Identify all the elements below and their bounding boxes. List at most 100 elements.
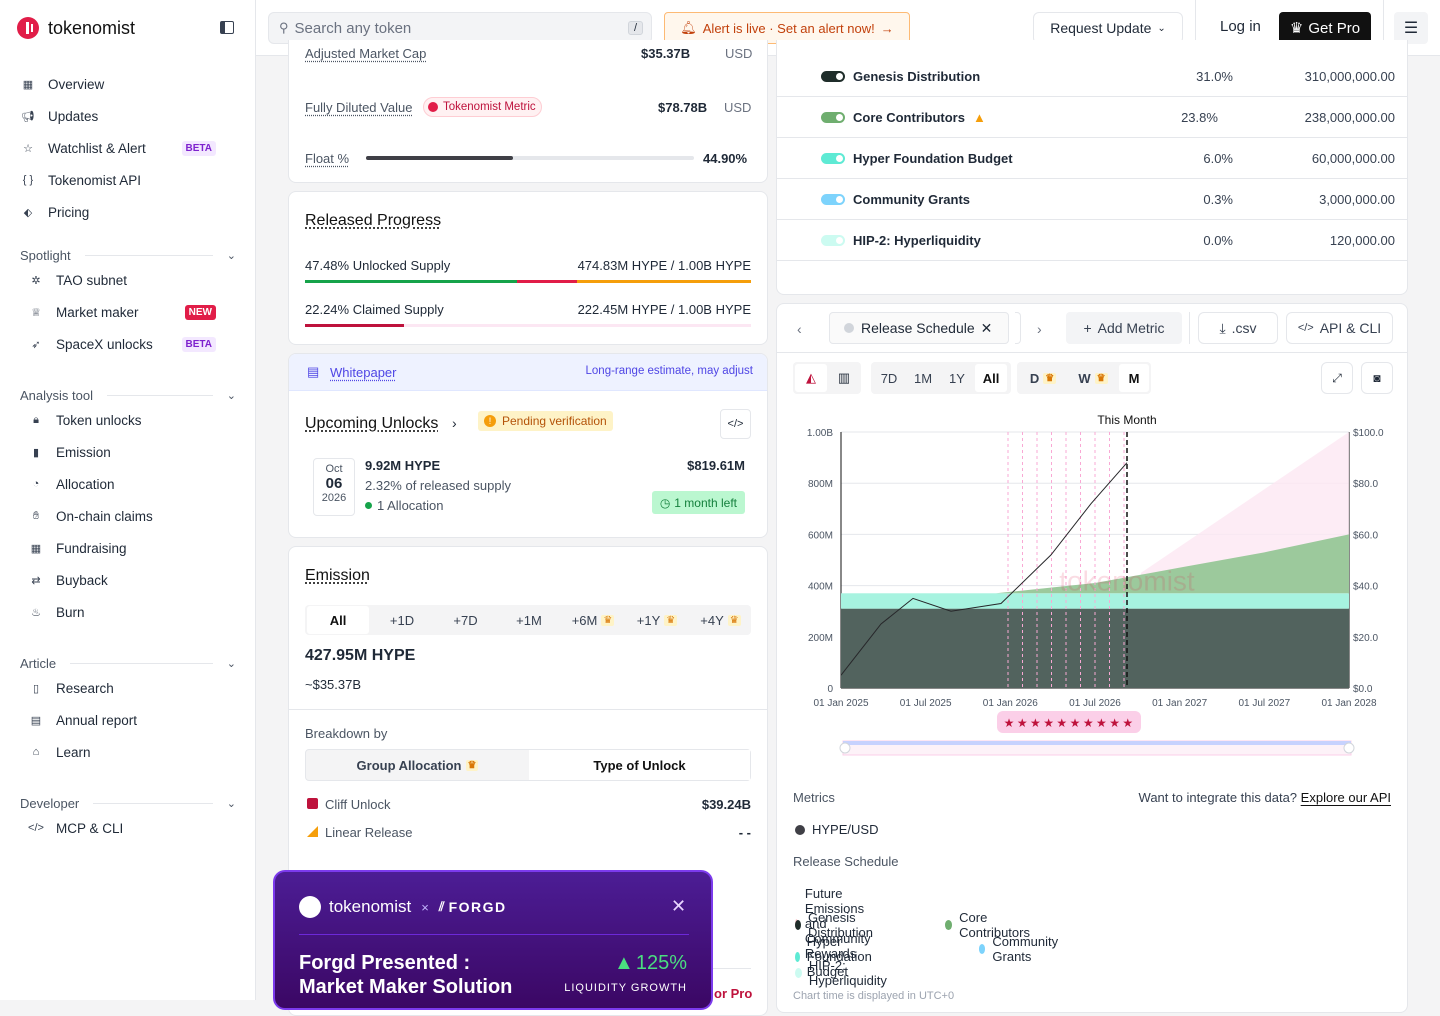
sidebar-item-watchlist-alert[interactable]: ☆ Watchlist & Alert BETA — [20, 135, 236, 161]
emission-tab-plus-1y[interactable]: +1Y ♛ — [626, 606, 688, 634]
sidebar-item-emission[interactable]: ▮ Emission — [28, 439, 236, 465]
sidebar-item-buyback[interactable]: ⇄ Buyback — [28, 567, 236, 593]
star-icon[interactable]: ★ — [1070, 716, 1081, 730]
granularity-tab-m[interactable]: M — [1119, 364, 1149, 392]
toggle-icon[interactable] — [821, 111, 845, 123]
unlock-events-strip[interactable] — [997, 711, 1141, 733]
slider-handle-left[interactable] — [839, 742, 851, 754]
star-icon[interactable]: ★ — [1122, 716, 1133, 730]
sidebar-item-research[interactable]: ▯ Research — [28, 675, 236, 701]
bar-chart-icon[interactable]: ▥ — [837, 370, 851, 385]
emission-tab-plus-7d[interactable]: +7D — [435, 606, 496, 634]
granularity-tab-d[interactable]: D ♛ — [1019, 364, 1067, 392]
toggle-icon[interactable] — [821, 152, 845, 164]
embed-code-icon[interactable]: </> — [720, 409, 751, 439]
search-input[interactable]: ⚲ Search any token / — [268, 12, 652, 44]
chevron-down-icon[interactable]: ⌄ — [226, 658, 236, 670]
range-tab-1m[interactable]: 1M — [907, 364, 939, 392]
area-chart-icon[interactable]: ◭ — [795, 364, 827, 392]
tab-group-allocation[interactable]: Group Allocation ♛ — [306, 750, 529, 780]
sidebar-item-on-chain-claims[interactable]: ✋︎ On-chain claims — [28, 503, 236, 529]
sidebar-item-learn[interactable]: ⌂ Learn — [28, 739, 236, 765]
sidebar-section-spotlight[interactable]: Spotlight ⌄ — [20, 248, 236, 263]
toggle-icon[interactable] — [821, 193, 845, 205]
allocation-row[interactable]: Community Grants 0.3% 3,000,000.00 — [777, 179, 1407, 220]
brand-logo[interactable]: tokenomist — [16, 16, 135, 40]
chevron-down-icon[interactable]: ⌄ — [226, 798, 236, 810]
release-schedule-chip[interactable]: Release Schedule ✕ — [829, 312, 1009, 344]
menu-icon[interactable]: ☰ — [1394, 12, 1428, 44]
login-link[interactable]: Log in — [1220, 18, 1261, 35]
chevron-left-icon[interactable]: ‹ — [797, 321, 802, 337]
chevron-down-icon[interactable]: ⌄ — [226, 390, 236, 402]
chevron-right-icon[interactable]: › — [452, 415, 457, 431]
star-icon[interactable]: ★ — [1109, 716, 1120, 730]
star-icon[interactable]: ★ — [1043, 716, 1054, 730]
add-metric-button[interactable]: + Add Metric — [1066, 312, 1182, 344]
sidebar-item-market-maker[interactable]: ♕ Market maker NEW — [28, 299, 236, 325]
allocation-row[interactable]: Core Contributors ▲ 23.8% 238,000,000.00 — [777, 97, 1407, 138]
sidebar-item-allocation[interactable]: ◔ Allocation — [28, 471, 236, 497]
allocation-row[interactable]: HIP-2: Hyperliquidity 0.0% 120,000.00 — [777, 220, 1407, 261]
legend-item[interactable]: Genesis Distribution — [795, 910, 877, 940]
explore-api-link[interactable]: Explore our API — [1300, 790, 1391, 805]
get-pro-button[interactable]: ♛ Get Pro — [1279, 12, 1371, 44]
warning-icon[interactable]: ▲ — [972, 109, 986, 125]
star-icon[interactable]: ★ — [1096, 716, 1107, 730]
star-icon[interactable]: ★ — [1056, 716, 1067, 730]
emission-tab-plus-6m[interactable]: +6M ♛ — [562, 606, 624, 634]
chevron-down-icon[interactable]: ⌄ — [226, 250, 236, 262]
granularity-tab-w[interactable]: W ♛ — [1069, 364, 1117, 392]
sidebar-item-overview[interactable]: ▦ Overview — [20, 71, 236, 97]
sidebar-item-mcp-cli[interactable]: </> MCP & CLI — [28, 815, 236, 841]
sidebar-item-tao-subnet[interactable]: ✲ TAO subnet — [28, 267, 236, 293]
sidebar-item-pricing[interactable]: ⬖ Pricing — [20, 199, 236, 225]
close-icon[interactable]: ✕ — [671, 896, 687, 916]
sidebar-item-fundraising[interactable]: ▦ Fundraising — [28, 535, 236, 561]
emission-tab-plus-1d[interactable]: +1D — [371, 606, 433, 634]
star-icon[interactable]: ★ — [1004, 716, 1015, 730]
emission-tab-plus-4y[interactable]: +4Y ♛ — [690, 606, 751, 634]
sidebar-item-tokenomist-api[interactable]: { } Tokenomist API — [20, 167, 236, 193]
sidebar-item-updates[interactable]: 📢︎ Updates — [20, 103, 236, 129]
sidebar-section-analysis[interactable]: Analysis tool ⌄ — [20, 388, 236, 403]
emission-tab-plus-1m[interactable]: +1M — [498, 606, 560, 634]
camera-icon[interactable]: ◙ — [1361, 362, 1393, 394]
legend-item[interactable]: HIP-2: Hyperliquidity — [795, 958, 890, 988]
star-icon[interactable]: ★ — [1017, 716, 1028, 730]
tab-type-of-unlock[interactable]: Type of Unlock — [529, 750, 750, 780]
range-tab-7d[interactable]: 7D — [873, 364, 905, 392]
emission-tab-all[interactable]: All — [307, 606, 369, 634]
legend-item[interactable]: Core Contributors — [945, 910, 1033, 940]
chevron-right-icon[interactable]: › — [1037, 321, 1042, 337]
range-tab-all[interactable]: All — [975, 364, 1007, 392]
allocation-row[interactable]: Hyper Foundation Budget 6.0% 60,000,000.00 — [777, 138, 1407, 179]
sidebar-item-annual-report[interactable]: ▤ Annual report — [28, 707, 236, 733]
star-icon[interactable]: ★ — [1030, 716, 1041, 730]
toggle-icon[interactable] — [821, 70, 845, 82]
fullscreen-icon[interactable]: ⤢ — [1321, 362, 1353, 394]
api-cli-button[interactable]: </> API & CLI — [1286, 312, 1393, 344]
sidebar-section-article[interactable]: Article ⌄ — [20, 656, 236, 671]
whitepaper-link[interactable]: Whitepaper — [330, 365, 397, 380]
close-icon[interactable]: ✕ — [980, 319, 993, 336]
sidebar-section-developer[interactable]: Developer ⌄ — [20, 796, 236, 811]
range-tab-1y[interactable]: 1Y — [941, 364, 973, 392]
toggle-icon[interactable] — [821, 234, 845, 246]
emission-chart[interactable]: This Month 0 200M 400M 600M 800M 1.00B $0.0 $20.… — [777, 404, 1407, 764]
csv-download-button[interactable]: ⤓ .csv — [1198, 312, 1278, 344]
legend-item[interactable]: Hyper Foundation Budget — [795, 934, 877, 979]
request-update-button[interactable]: Request Update ⌄ — [1033, 12, 1183, 44]
tokenomist-metric-badge[interactable]: Tokenomist Metric — [423, 97, 542, 117]
legend-hype-usd[interactable]: HYPE/USD — [795, 822, 878, 837]
sidebar-item-burn[interactable]: ♨ Burn — [28, 599, 236, 625]
allocation-row[interactable]: Genesis Distribution 31.0% 310,000,000.00 — [777, 56, 1407, 97]
slider-handle-right[interactable] — [1343, 742, 1355, 754]
collapse-sidebar-icon[interactable] — [220, 21, 234, 34]
legend-item[interactable]: Community Grants — [979, 934, 1062, 964]
star-icon[interactable]: ★ — [1083, 716, 1094, 730]
alert-banner[interactable]: 🔔︎ Alert is live · Set an alert now! → — [664, 12, 910, 44]
upcoming-unlocks-title[interactable]: Upcoming Unlocks — [305, 415, 439, 432]
pro-cta-link[interactable]: or Pro — [714, 986, 753, 1001]
sidebar-item-spacex-unlocks[interactable]: ➶ SpaceX unlocks BETA — [28, 331, 236, 357]
